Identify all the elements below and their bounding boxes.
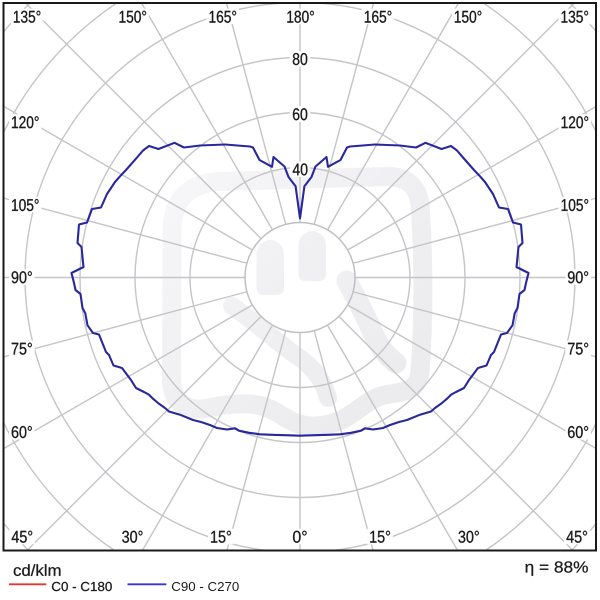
svg-text:C90 - C270: C90 - C270 xyxy=(171,579,239,594)
